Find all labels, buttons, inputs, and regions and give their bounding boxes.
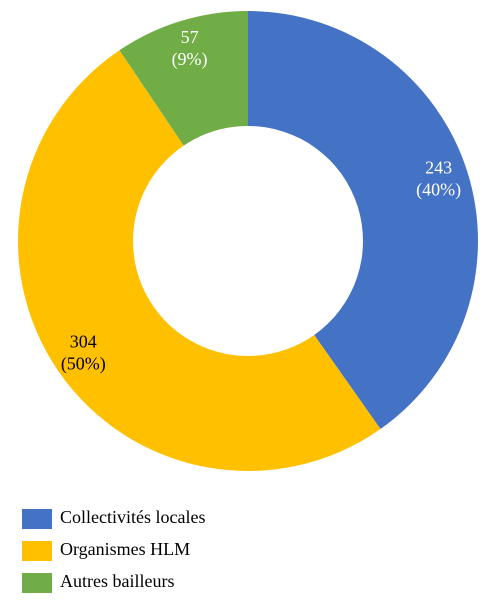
value-label: 304 [70,332,97,352]
percent-label: (40%) [416,180,461,201]
legend-label: Collectivités locales [60,507,205,527]
legend-swatch [22,573,52,593]
value-label: 57 [181,27,199,47]
percent-label: (9%) [172,49,208,70]
value-label: 243 [425,158,452,178]
legend-swatch [22,541,52,561]
donut-slice [119,11,248,146]
percent-label: (50%) [61,354,106,375]
donut-slice [17,50,381,472]
legend-swatch [22,509,52,529]
legend-label: Autres bailleurs [60,571,174,591]
donut-slice [248,11,478,430]
legend-label: Organismes HLM [60,539,190,559]
